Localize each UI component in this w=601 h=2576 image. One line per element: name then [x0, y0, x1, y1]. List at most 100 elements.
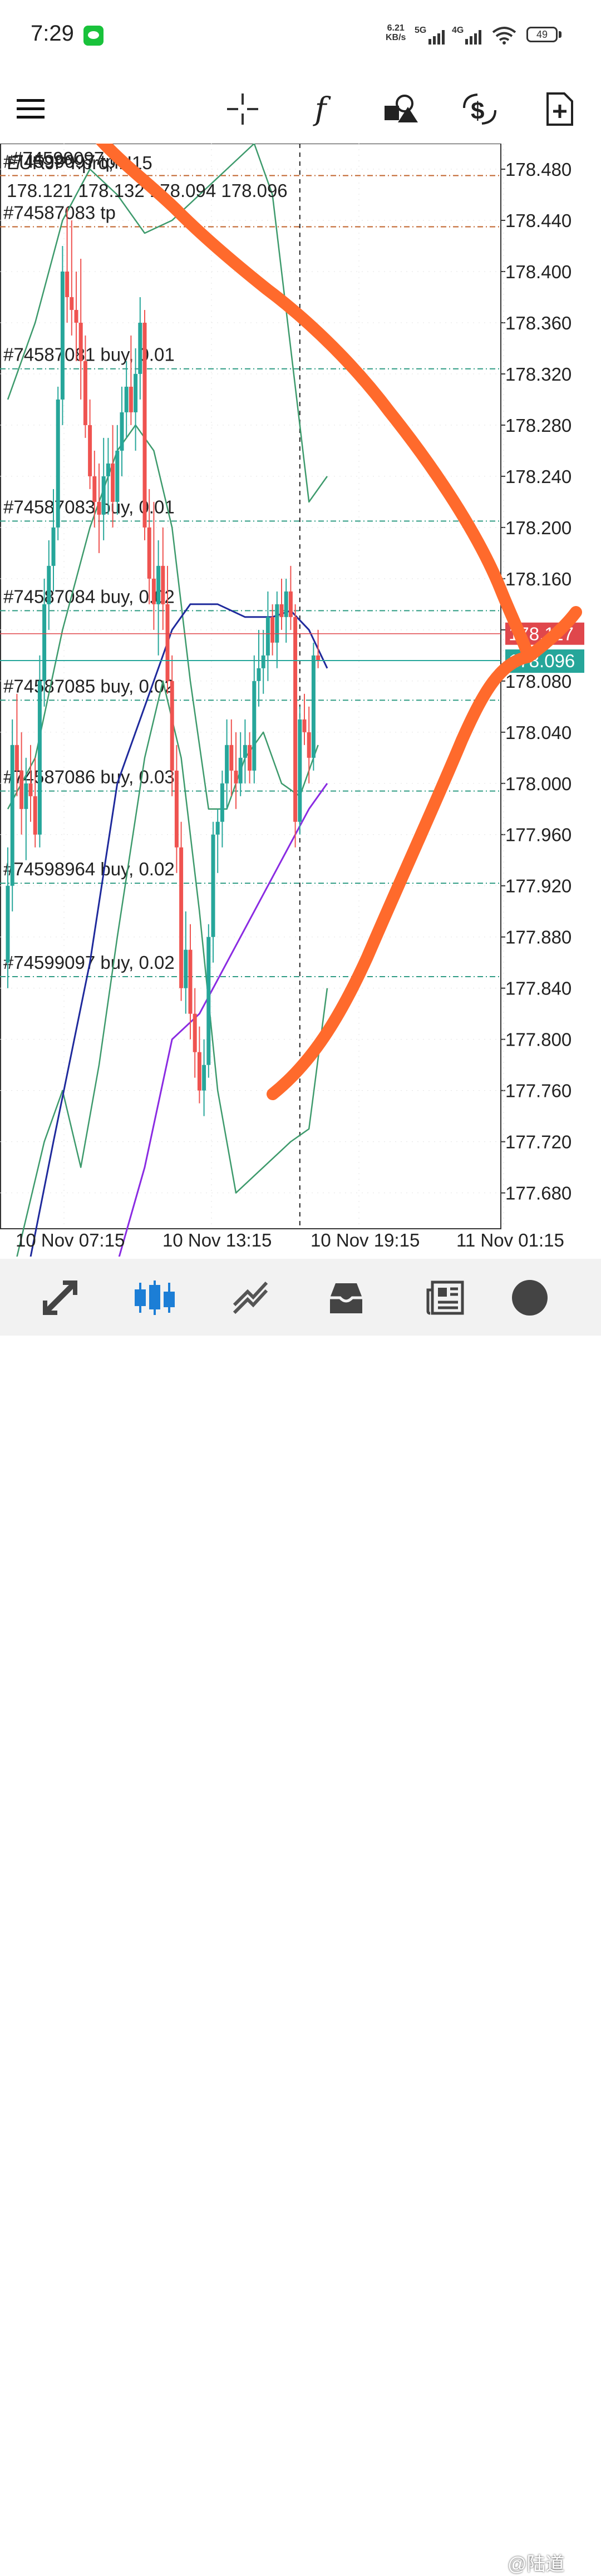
- y-tick-label: 177.840: [505, 978, 572, 999]
- order-label: #74587081 buy, 0.01: [3, 344, 175, 365]
- candle-body: [47, 565, 51, 604]
- chart-icon[interactable]: [132, 1275, 177, 1320]
- bollinger-middle-line: [7, 424, 319, 810]
- y-tick-label: 178.040: [505, 722, 572, 743]
- candle-body: [56, 399, 60, 528]
- candle-body: [10, 745, 14, 886]
- candle-body: [138, 322, 142, 374]
- signal-bars-2-icon: [465, 30, 481, 45]
- crosshair-icon[interactable]: [223, 89, 263, 129]
- candle-body: [252, 681, 257, 771]
- candle-body: [83, 361, 87, 425]
- y-tick-label: 178.080: [505, 671, 572, 692]
- net-speed-value: 6.21: [387, 23, 405, 33]
- annotation-stroke: [267, 606, 582, 1100]
- history-icon[interactable]: [324, 1275, 368, 1320]
- candle-body: [120, 412, 124, 451]
- annotation-stroke: [71, 100, 535, 663]
- x-tick-label: 10 Nov 07:15: [16, 1230, 125, 1250]
- candle-body: [37, 681, 42, 835]
- news-icon[interactable]: [423, 1275, 467, 1320]
- candle-body: [134, 373, 138, 412]
- candle-body: [124, 386, 129, 412]
- indicators-icon[interactable]: f: [300, 89, 341, 129]
- price-chart[interactable]: 178.480 178.440 178.400 178.360 178.320 178.2…: [0, 100, 601, 1372]
- indicators-glyph: f: [314, 91, 327, 127]
- y-tick-label: 178.160: [505, 569, 572, 589]
- candle-body: [70, 297, 74, 310]
- candle-body: [293, 617, 298, 822]
- candle-body: [115, 450, 120, 502]
- y-tick-label: 177.760: [505, 1081, 572, 1101]
- candle-body: [179, 847, 184, 988]
- y-tick-label: 178.000: [505, 774, 572, 794]
- candle-body: [165, 604, 170, 681]
- candle-body: [270, 617, 275, 643]
- candle-body: [6, 885, 10, 963]
- candle-body: [51, 527, 56, 566]
- candle-body: [101, 476, 106, 515]
- y-tick-label: 177.920: [505, 876, 572, 897]
- candle-body: [88, 425, 92, 476]
- candle-body: [206, 937, 211, 1065]
- wechat-icon: [83, 26, 104, 46]
- objects-icon[interactable]: [381, 89, 421, 129]
- new-order-icon[interactable]: [540, 89, 580, 129]
- candle-body: [170, 681, 174, 771]
- order-label: #74599097 tp: [3, 151, 116, 171]
- trade-nav-icon[interactable]: [228, 1275, 273, 1320]
- plot-frame: [0, 143, 501, 1229]
- candle-body: [261, 655, 265, 668]
- y-tick-label: 177.720: [505, 1132, 572, 1152]
- y-tick-label: 178.200: [505, 518, 572, 538]
- candle-body: [202, 1065, 206, 1091]
- candle-body: [316, 655, 321, 661]
- candle-body: [193, 1013, 197, 1052]
- candle-body: [265, 617, 270, 656]
- candle-body: [229, 745, 234, 771]
- status-clock: 7:29: [31, 21, 74, 46]
- candle-body: [184, 949, 188, 988]
- candle-body: [257, 668, 261, 681]
- candle-body: [243, 745, 247, 758]
- candle-body: [284, 591, 288, 617]
- candle-body: [161, 565, 165, 604]
- net-speed: 6.21 KB/s: [386, 23, 406, 42]
- menu-icon[interactable]: [11, 89, 51, 129]
- settings-icon[interactable]: [508, 1275, 552, 1320]
- y-tick-label: 178.280: [505, 415, 572, 436]
- candle-body: [97, 501, 101, 515]
- price-chart-svg[interactable]: 178.480 178.440 178.400 178.360 178.320 178.2…: [0, 100, 601, 1372]
- x-tick-label: 11 Nov 01:15: [456, 1230, 564, 1250]
- candle-body: [147, 527, 151, 579]
- candle-body: [220, 783, 224, 822]
- bottom-navigation: @陆道: [0, 1259, 601, 2575]
- y-tick-label: 177.800: [505, 1030, 572, 1050]
- candle-body: [174, 770, 179, 848]
- candle-body: [215, 821, 220, 835]
- candle-body: [28, 783, 33, 796]
- y-tick-label: 178.320: [505, 364, 572, 385]
- candle-body: [151, 578, 156, 604]
- quotes-icon[interactable]: [38, 1275, 82, 1320]
- candle-body: [156, 565, 161, 604]
- y-tick-label: 178.440: [505, 210, 572, 231]
- net-speed-unit: KB/s: [386, 33, 406, 42]
- candle-body: [42, 604, 47, 681]
- trade-icon[interactable]: $: [460, 89, 500, 129]
- candle-body: [92, 476, 97, 502]
- candle-body: [78, 322, 83, 361]
- order-label: #74587085 buy, 0.02: [3, 676, 175, 696]
- y-tick-label: 177.880: [505, 927, 572, 948]
- y-tick-label: 178.400: [505, 262, 572, 282]
- battery-indicator: 49: [526, 27, 558, 42]
- wifi-icon: [492, 27, 516, 45]
- x-tick-label: 10 Nov 13:15: [162, 1230, 272, 1250]
- status-bar: 7:29 6.21 KB/s 5G 4G 49: [0, 0, 601, 72]
- candle-body: [106, 463, 110, 476]
- chart-toolbar: f $: [0, 72, 601, 145]
- candle-body: [197, 1052, 201, 1091]
- x-axis: 10 Nov 07:15 10 Nov 13:15 10 Nov 19:15 1…: [0, 1230, 601, 1258]
- watermark: @陆道: [508, 2554, 565, 2575]
- candle-body: [19, 770, 24, 809]
